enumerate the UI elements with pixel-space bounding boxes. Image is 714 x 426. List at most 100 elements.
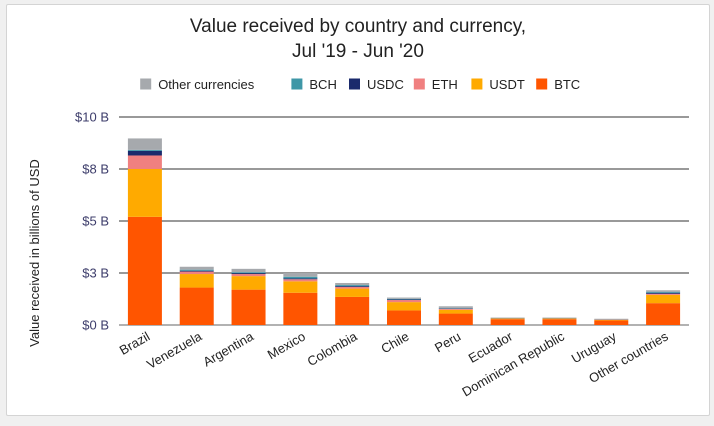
bars bbox=[127, 138, 681, 325]
legend-item-usdc: USDC bbox=[349, 77, 404, 92]
bar-uruguay-usdt bbox=[594, 319, 629, 321]
bar-chile-btc bbox=[387, 310, 421, 325]
bar-chile-bch bbox=[387, 298, 421, 300]
bar-ecuador-btc bbox=[490, 319, 525, 325]
bar-stack-ecuador bbox=[490, 317, 525, 325]
bar-stack-other-countries bbox=[646, 290, 681, 325]
bar-venezuela-usdt bbox=[179, 274, 214, 288]
bar-other-countries-usdt bbox=[646, 294, 681, 304]
bar-peru-eth bbox=[438, 308, 473, 310]
x-tick-label: Venezuela bbox=[144, 328, 205, 372]
bar-colombia-usdt bbox=[335, 288, 370, 297]
bar-dominican-republic-btc bbox=[542, 319, 577, 325]
bar-other-countries-btc bbox=[646, 303, 681, 325]
legend-swatch bbox=[471, 78, 483, 90]
x-tick-label: Peru bbox=[432, 329, 463, 356]
bar-brazil-eth bbox=[127, 155, 162, 169]
bar-venezuela-eth bbox=[179, 271, 214, 275]
bar-colombia-other-currencies bbox=[335, 282, 370, 286]
chart: Value received by country and currency, … bbox=[27, 16, 689, 399]
bar-other-countries-bch bbox=[646, 291, 681, 293]
bar-mexico-eth bbox=[283, 279, 318, 282]
bar-mexico-usdt bbox=[283, 281, 318, 293]
legend: Other currencies BCH USDC ETH USDT BTC bbox=[140, 77, 580, 92]
y-axis-label: Value received in billions of USD bbox=[27, 159, 42, 347]
legend-item-eth: ETH bbox=[413, 77, 458, 92]
legend-label: BTC bbox=[554, 77, 580, 92]
bar-mexico-usdc bbox=[283, 278, 318, 280]
x-tick-label: Mexico bbox=[265, 329, 308, 363]
bar-stack-mexico bbox=[283, 273, 318, 325]
bar-ecuador-usdt bbox=[490, 318, 525, 320]
y-tick-label: $5 B bbox=[82, 214, 109, 229]
bar-argentina-usdc bbox=[231, 273, 266, 275]
bar-brazil-bch bbox=[127, 149, 162, 151]
bar-colombia-bch bbox=[335, 285, 370, 287]
legend-item-other-currencies: Other currencies bbox=[140, 77, 255, 92]
bar-peru-btc bbox=[438, 313, 473, 325]
bar-mexico-btc bbox=[283, 292, 318, 325]
bar-argentina-bch bbox=[231, 272, 266, 274]
y-tick-label: $3 B bbox=[82, 266, 109, 281]
legend-swatch bbox=[291, 78, 303, 90]
bar-uruguay-btc bbox=[594, 320, 629, 325]
legend-swatch bbox=[140, 78, 152, 90]
bar-chile-other-currencies bbox=[387, 297, 421, 299]
bar-brazil-usdt bbox=[127, 169, 162, 217]
legend-label: Other currencies bbox=[158, 77, 255, 92]
x-tick-label: Colombia bbox=[305, 328, 361, 369]
legend-item-btc: BTC bbox=[536, 77, 580, 92]
bar-other-countries-eth bbox=[646, 293, 681, 295]
y-tick-label: $8 B bbox=[82, 162, 109, 177]
bar-colombia-btc bbox=[335, 296, 370, 325]
chart-card: Value received by country and currency, … bbox=[6, 4, 710, 416]
bar-stack-colombia bbox=[335, 282, 370, 325]
bar-other-countries-other-currencies bbox=[646, 290, 681, 292]
bar-colombia-usdc bbox=[335, 286, 370, 287]
bar-brazil-usdc bbox=[127, 150, 162, 156]
legend-label: USDC bbox=[367, 77, 404, 92]
bar-other-countries-usdc bbox=[646, 292, 681, 294]
bar-venezuela-other-currencies bbox=[179, 266, 214, 270]
legend-swatch bbox=[413, 78, 425, 90]
bar-argentina-eth bbox=[231, 274, 266, 277]
bar-stack-argentina bbox=[231, 268, 266, 325]
bar-venezuela-btc bbox=[179, 287, 214, 325]
gridlines bbox=[119, 116, 689, 326]
bar-venezuela-bch bbox=[179, 269, 214, 271]
bar-stack-dominican-republic bbox=[542, 317, 577, 325]
bar-stack-peru bbox=[438, 306, 473, 325]
bar-stack-uruguay bbox=[594, 318, 629, 325]
bar-brazil-btc bbox=[127, 216, 162, 325]
bar-brazil-other-currencies bbox=[127, 138, 162, 150]
bar-chile-usdt bbox=[387, 302, 421, 311]
bar-dominican-republic-usdt bbox=[542, 318, 577, 320]
chart-title: Value received by country and currency, bbox=[190, 16, 526, 37]
bar-stack-venezuela bbox=[179, 266, 214, 325]
bar-argentina-other-currencies bbox=[231, 268, 266, 273]
bar-peru-usdt bbox=[438, 309, 473, 314]
legend-swatch bbox=[536, 78, 548, 90]
legend-swatch bbox=[349, 78, 360, 90]
bar-mexico-other-currencies bbox=[283, 273, 318, 277]
x-tick-label: Brazil bbox=[117, 329, 153, 358]
y-tick-label: $0 B bbox=[82, 318, 109, 333]
bar-chile-usdc bbox=[387, 299, 421, 301]
x-tick-label: Argentina bbox=[200, 328, 256, 369]
y-axis-ticks: $0 B $3 B $5 B $8 B $10 B bbox=[75, 110, 109, 333]
y-tick-label: $10 B bbox=[75, 110, 109, 125]
legend-label: USDT bbox=[489, 77, 524, 92]
bar-stack-brazil bbox=[127, 138, 162, 325]
bar-stack-chile bbox=[387, 297, 421, 325]
legend-item-bch: BCH bbox=[291, 77, 337, 92]
bar-venezuela-usdc bbox=[179, 270, 214, 272]
bar-chile-eth bbox=[387, 300, 421, 303]
legend-item-usdt: USDT bbox=[471, 77, 525, 92]
x-tick-label: Chile bbox=[378, 329, 411, 357]
bar-argentina-btc bbox=[231, 289, 266, 325]
bar-colombia-eth bbox=[335, 286, 370, 289]
chart-subtitle: Jul '19 - Jun '20 bbox=[292, 41, 424, 62]
bar-argentina-usdt bbox=[231, 276, 266, 290]
bar-peru-other-currencies bbox=[438, 306, 473, 308]
